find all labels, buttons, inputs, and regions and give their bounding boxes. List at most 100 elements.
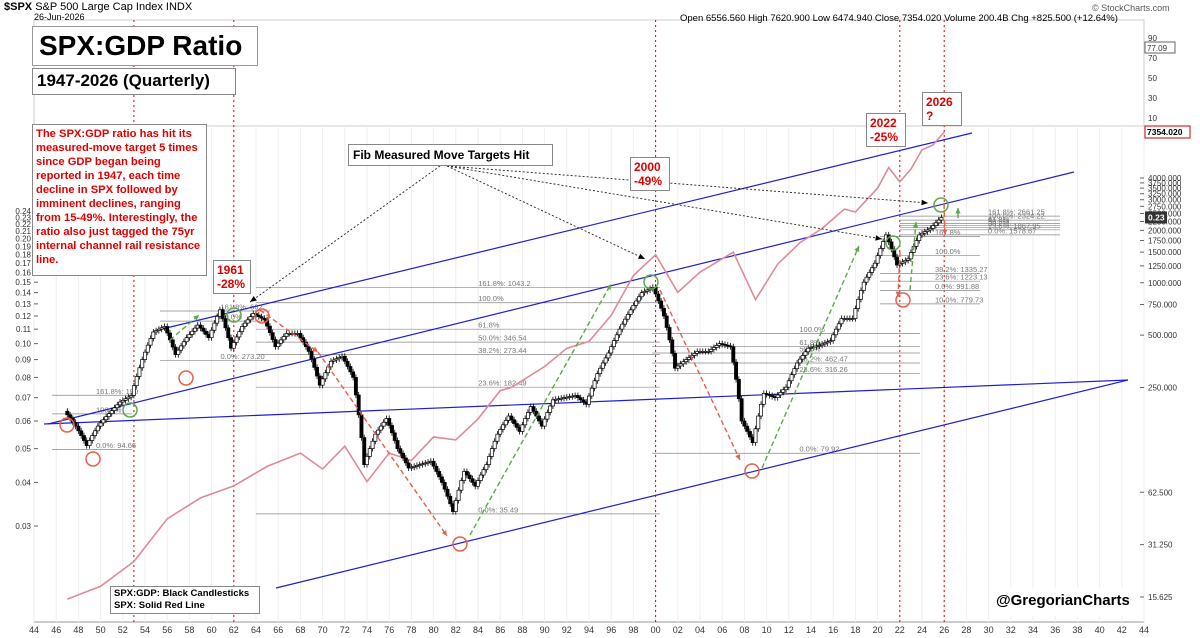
candle-body xyxy=(578,397,583,401)
candle-body xyxy=(936,219,941,224)
candle-body xyxy=(831,334,836,341)
ratio-candle xyxy=(614,331,619,344)
ratio-candle xyxy=(820,340,825,349)
channel-lines xyxy=(43,132,1129,589)
ratio-candle xyxy=(739,395,744,425)
ratio-axis-label: 0.20 xyxy=(15,235,31,244)
x-tick-label: 88 xyxy=(517,625,527,635)
spx-axis-label: 2750.000 xyxy=(1148,202,1182,211)
ratio-axis-label: 0.18 xyxy=(15,251,31,260)
ratio-candle xyxy=(234,333,239,346)
ratio-candle xyxy=(312,356,317,371)
ratio-candle xyxy=(431,458,436,470)
quote-line: Open 6556.560 High 7620.900 Low 6474.940… xyxy=(680,13,1118,24)
ratio-candle xyxy=(775,391,780,401)
ratio-candle xyxy=(800,352,805,363)
ratio-last-value-box xyxy=(1145,211,1167,224)
candle-body xyxy=(373,433,378,442)
arrow-head xyxy=(942,229,948,235)
ratio-candle xyxy=(661,305,666,320)
candle-body xyxy=(123,398,128,401)
measured-move-arrow xyxy=(317,351,448,537)
spx-axis-label: 1250.000 xyxy=(1148,262,1182,271)
fib-pointer-line xyxy=(446,165,929,204)
pivot-circle xyxy=(452,536,468,552)
x-tick-label: 06 xyxy=(717,625,727,635)
candle-body xyxy=(381,421,386,427)
ratio-candle xyxy=(753,425,758,446)
ratio-axis-label: 0.19 xyxy=(15,242,31,251)
ratio-candle xyxy=(256,312,261,320)
candle-body xyxy=(603,357,608,364)
ratio-candle xyxy=(476,477,480,490)
candle-body xyxy=(686,357,691,360)
ratio-candle xyxy=(714,342,719,351)
x-tick-label: 76 xyxy=(384,625,394,635)
x-tick-label: 26 xyxy=(939,625,949,635)
x-tick-label: 62 xyxy=(229,625,239,635)
candle-body xyxy=(675,365,680,369)
ratio-axis-label: 0.16 xyxy=(15,268,31,277)
axes: 44 46 48 50 52 54 56 58 60 62 64 66 68 70 72 74 76 78 80 82… xyxy=(15,34,1191,635)
x-tick-label: 44 xyxy=(1139,625,1149,635)
ratio-candle xyxy=(331,357,336,365)
candle-body xyxy=(709,349,714,352)
ratio-candle xyxy=(667,324,672,343)
callout-year: 2000 xyxy=(634,160,661,174)
ratio-candle xyxy=(101,416,106,426)
ratio-candle xyxy=(106,410,111,420)
candle-body xyxy=(353,377,358,396)
ratio-candle xyxy=(664,313,669,331)
ratio-candle xyxy=(656,291,661,305)
ratio-candle xyxy=(598,365,603,377)
candle-body xyxy=(395,440,400,449)
ratio-candle xyxy=(606,349,611,361)
ratio-candle xyxy=(492,438,497,452)
fib-level-label: 161.8%: 190 xyxy=(96,387,138,396)
candle-body xyxy=(459,480,464,491)
candle-body xyxy=(784,386,788,391)
candle-body xyxy=(456,489,461,501)
x-tick-label: 68 xyxy=(295,625,305,635)
candle-body xyxy=(259,316,264,319)
chart-header: $SPX S&P 500 Large Cap Index INDX xyxy=(4,1,192,13)
candle-body xyxy=(598,367,603,375)
candle-body xyxy=(298,333,303,339)
fib-level-label: 38.2%: 1335.27 xyxy=(935,265,988,274)
candle-body xyxy=(181,341,186,347)
arrow-head xyxy=(895,291,901,297)
ratio-candle xyxy=(933,219,938,229)
ratio-candle xyxy=(470,475,475,486)
ratio-candle xyxy=(176,347,181,358)
x-tick-label: 48 xyxy=(73,625,83,635)
candle-body xyxy=(134,376,139,387)
fib-level-label: 23.6%: 316.26 xyxy=(799,365,847,374)
ratio-candle xyxy=(462,468,467,484)
candle-body xyxy=(656,293,661,302)
candle-body xyxy=(93,430,97,436)
candle-body xyxy=(636,296,641,302)
candle-body xyxy=(764,393,769,395)
x-tick-label: 02 xyxy=(673,625,683,635)
x-tick-label: 64 xyxy=(251,625,261,635)
x-tick-label: 44 xyxy=(29,625,39,635)
ratio-candle xyxy=(323,369,328,382)
arrow-head xyxy=(912,222,919,228)
candle-body xyxy=(309,351,314,360)
callout-2022: 2022 -25% xyxy=(866,113,906,147)
ratio-candle xyxy=(109,407,114,417)
x-tick-label: 22 xyxy=(895,625,905,635)
ratio-candle xyxy=(625,311,630,323)
volume-axis-label: 50 xyxy=(1148,74,1157,83)
candle-body xyxy=(409,466,414,469)
candle-body xyxy=(498,429,503,435)
candle-body xyxy=(501,424,505,430)
ratio-candle xyxy=(523,415,528,428)
ratio-candle xyxy=(906,255,911,264)
ratio-candle xyxy=(673,350,677,372)
measured-move-arrow xyxy=(659,289,741,461)
candle-body xyxy=(739,398,744,422)
candle-body xyxy=(115,404,120,409)
spx-axis-label: 1500.000 xyxy=(1148,248,1182,257)
candle-body xyxy=(509,415,514,421)
